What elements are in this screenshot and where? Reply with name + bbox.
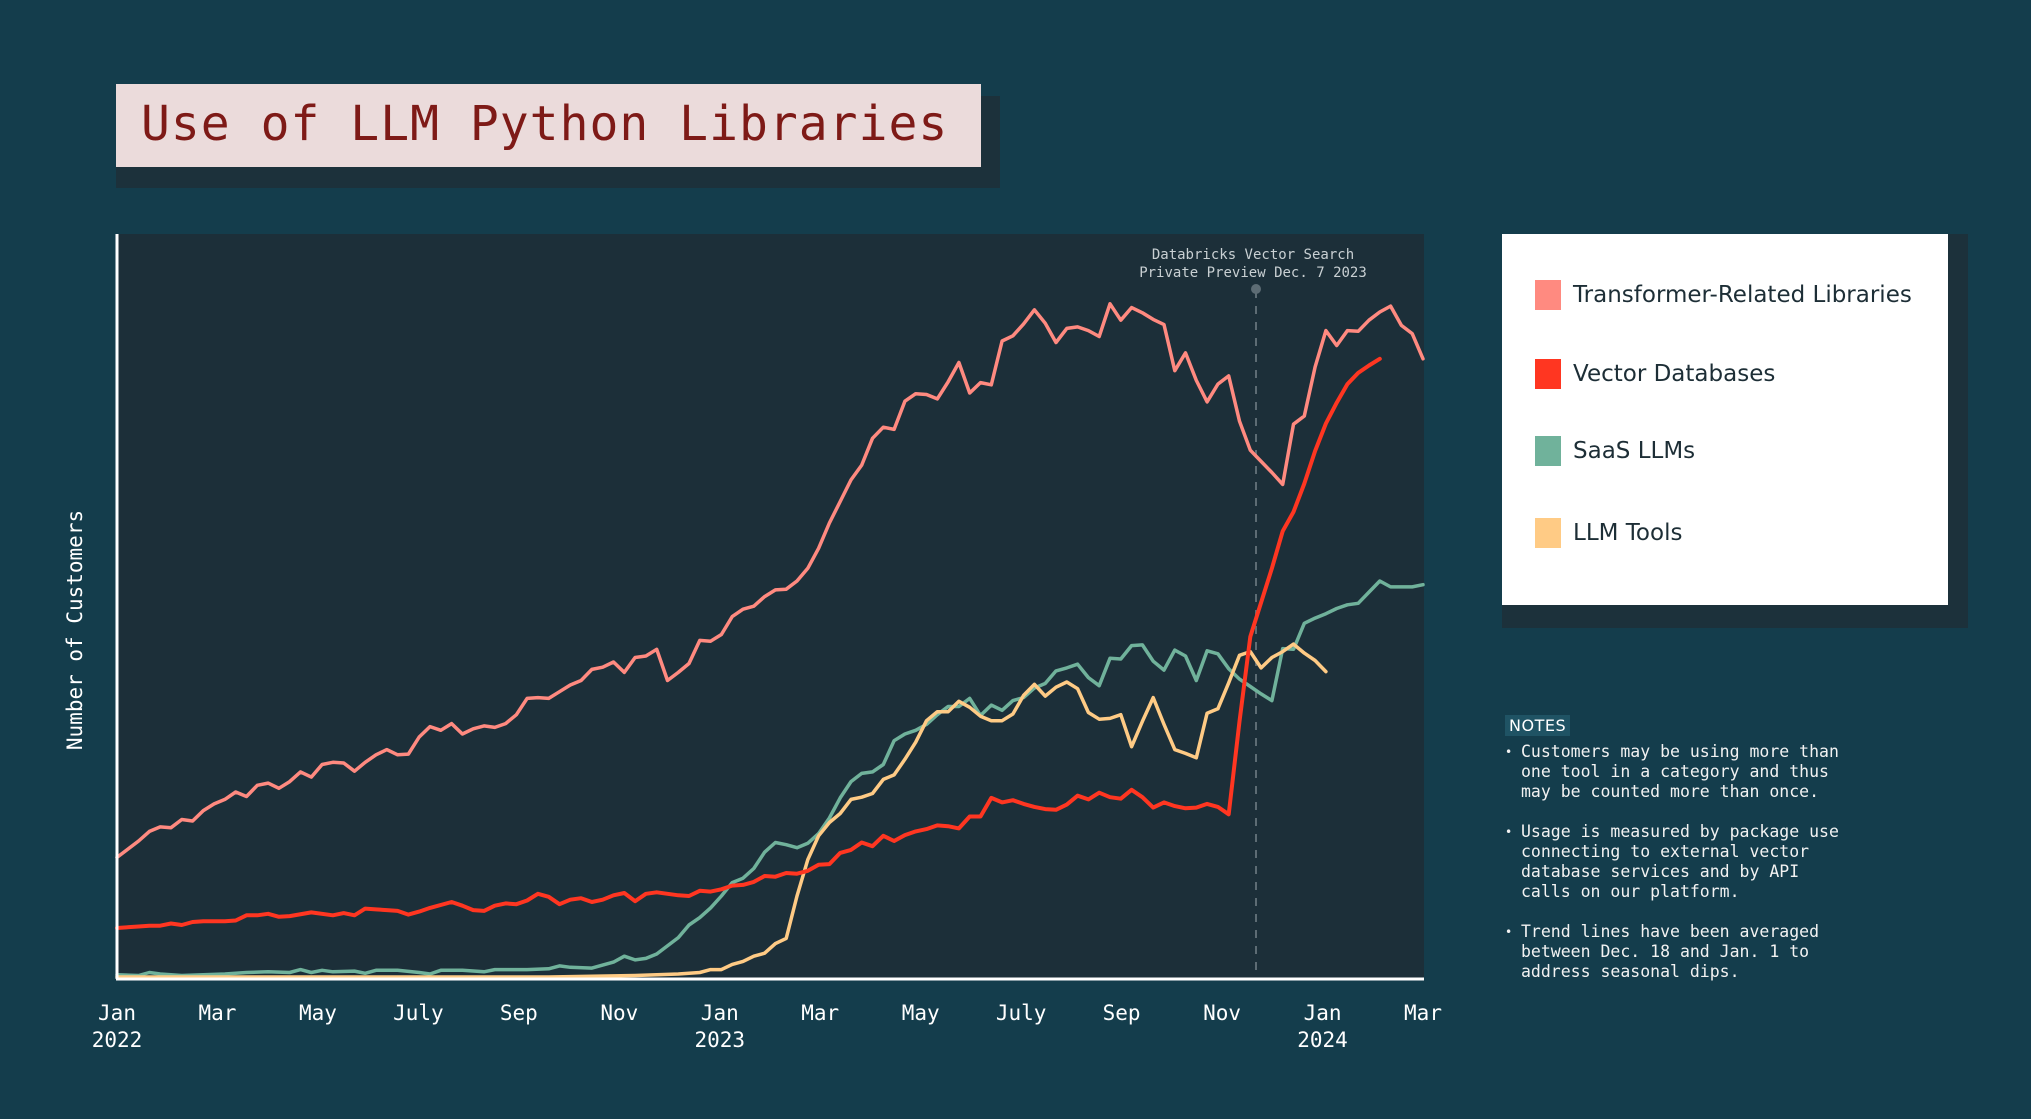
x-tick-label: May — [902, 1001, 940, 1025]
x-tick-label: Nov — [600, 1001, 638, 1025]
legend-label: Transformer-Related Libraries — [1573, 282, 1912, 308]
note-item: Usage is measured by package use connect… — [1505, 822, 1905, 902]
plot-area — [116, 234, 1424, 978]
notes-heading: NOTES — [1505, 715, 1571, 736]
x-tick-label: Mar — [801, 1001, 839, 1025]
x-tick-label: Jan — [701, 1001, 739, 1025]
legend: Transformer-Related Libraries Vector Dat… — [1502, 234, 1948, 605]
series-line-transformer-related-libraries — [115, 302, 1425, 860]
notes-panel: NOTES Customers may be using more than o… — [1505, 715, 1905, 1002]
legend-item-transformer: Transformer-Related Libraries — [1535, 280, 1912, 310]
legend-item-vector-db: Vector Databases — [1535, 359, 1775, 389]
legend-label: SaaS LLMs — [1573, 438, 1696, 464]
series-line-llm-tools — [115, 642, 1328, 979]
x-tick-label: Jan — [98, 1001, 136, 1025]
x-tick-label: July — [996, 1001, 1047, 1025]
chart-title: Use of LLM Python Libraries — [141, 96, 949, 152]
title-box: Use of LLM Python Libraries — [116, 84, 981, 167]
legend-swatch-vector-db — [1535, 359, 1561, 389]
x-tick-label: Mar — [1404, 1001, 1442, 1025]
annotation-text: Databricks Vector Search — [1152, 247, 1354, 263]
legend-swatch-llm-tools — [1535, 518, 1561, 548]
annotation-marker — [1251, 284, 1261, 294]
x-tick-label: Jan — [1304, 1001, 1342, 1025]
legend-label: Vector Databases — [1573, 361, 1776, 387]
x-tick-year: 2022 — [92, 1028, 143, 1052]
legend-item-saas-llms: SaaS LLMs — [1535, 436, 1695, 466]
x-tick-label: July — [393, 1001, 444, 1025]
annotation-text: Private Preview Dec. 7 2023 — [1139, 265, 1367, 281]
legend-item-llm-tools: LLM Tools — [1535, 518, 1682, 548]
legend-label: LLM Tools — [1573, 520, 1683, 546]
x-tick-label: Mar — [198, 1001, 236, 1025]
series-line-saas-llms — [115, 579, 1425, 978]
x-tick-label: Sep — [500, 1001, 538, 1025]
legend-swatch-saas-llms — [1535, 436, 1561, 466]
x-tick-year: 2023 — [694, 1028, 745, 1052]
x-tick-label: May — [299, 1001, 337, 1025]
series-line-vector-databases — [115, 356, 1382, 930]
x-tick-year: 2024 — [1297, 1028, 1348, 1052]
legend-swatch-transformer — [1535, 280, 1561, 310]
note-item: Customers may be using more than one too… — [1505, 742, 1905, 802]
x-tick-label: Nov — [1203, 1001, 1241, 1025]
note-item: Trend lines have been averaged between D… — [1505, 922, 1905, 982]
x-tick-label: Sep — [1103, 1001, 1141, 1025]
